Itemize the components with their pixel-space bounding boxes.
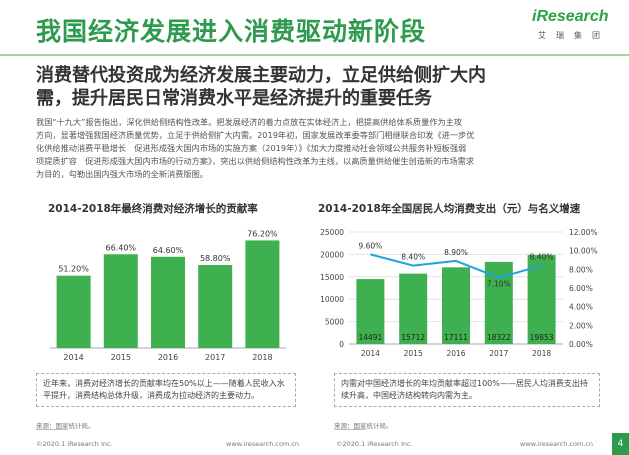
paragraph-line: 化供给推动消费平稳增长 促进形成强大国内市场的实施方案（2019年）》《加大力度… — [36, 143, 467, 153]
x-tick-label: 2017 — [489, 349, 508, 358]
bar-value-label: 19853 — [530, 333, 554, 342]
logo-text: iResearch — [532, 8, 609, 25]
page-number: 4 — [612, 433, 629, 455]
bar — [198, 264, 233, 348]
y-left-tick-label: 15000 — [320, 273, 344, 282]
chart-title-consumption-contribution: 2014-2018年最终消费对经济增长的贡献率 — [48, 203, 258, 215]
paragraph-line: 项提质扩容 促进形成强大国内市场的行动方案》，突出以供给侧结构性改革为主线，以高… — [36, 156, 475, 166]
paragraph-line: 我国“十九大”报告指出，深化供给侧结构性改革。把发展经济的着力点放在实体经济上，… — [36, 117, 463, 127]
x-tick-label: 2018 — [252, 353, 272, 362]
intro-paragraph: 我国“十九大”报告指出，深化供给侧结构性改革。把发展经济的着力点放在实体经济上，… — [36, 116, 602, 181]
chart-title-per-capita-spending: 2014-2018年全国居民人均消费支出（元）与名义增速 — [318, 203, 581, 215]
bar — [56, 275, 91, 348]
source-left: 来源：国家统计局。 — [36, 422, 95, 430]
x-tick-label: 2014 — [361, 349, 380, 358]
footer-copyright: ©2020.1 iResearch Inc. — [336, 440, 413, 448]
consumption-contribution-chart: 51.20% 2014 66.40% 2015 64.60% 2016 58.80% 2017… — [50, 229, 286, 362]
y-left-tick-label: 20000 — [320, 250, 344, 259]
bar-value-label: 15712 — [401, 333, 425, 342]
x-tick-label: 2014 — [63, 353, 83, 362]
source-divider — [36, 429, 68, 430]
iresearch-logo: iResearch 艾瑞集团 — [532, 8, 614, 56]
source-right: 来源：国家统计局。 — [334, 422, 393, 430]
data-label: 58.80% — [200, 254, 231, 263]
source-divider — [334, 429, 366, 430]
footer-url[interactable]: www.iresearch.com.cn — [520, 440, 594, 448]
bar — [151, 256, 185, 348]
bar-value-label: 17111 — [444, 333, 468, 342]
bar — [399, 273, 428, 344]
x-tick-label: 2016 — [446, 349, 465, 358]
footer-url[interactable]: www.iresearch.com.cn — [226, 440, 300, 448]
per-capita-spending-chart: 0 5000 10000 15000 20000 25000 0.00% 2.00% 4.00%… — [320, 228, 598, 358]
paragraph-line: 为目的，勾勒出国内强大市场的全新消费版图。 — [36, 169, 208, 179]
x-tick-label: 2016 — [158, 353, 178, 362]
x-tick-label: 2015 — [111, 353, 131, 362]
y-right-tick-label: 0.00% — [569, 340, 593, 349]
bar — [356, 279, 385, 344]
paragraph-line: 方向，显著增强我国经济质量优势，立足于供给侧扩大内需。2019年初，国家发展改革… — [36, 130, 475, 140]
logo-subtext: 艾瑞集团 — [538, 31, 610, 40]
bar — [527, 255, 556, 344]
note-left: 近年来，消费对经济增长的贡献率均在50%以上——随着人民收入水平提升，消费结构总… — [36, 373, 296, 407]
y-right-tick-label: 8.00% — [569, 265, 593, 274]
subtitle-line-2: 需，提升居民日常消费水平是经济提升的重要任务 — [36, 88, 432, 109]
title-divider — [0, 54, 629, 56]
data-label: 64.60% — [153, 246, 184, 255]
growth-rate-line — [370, 253, 542, 279]
y-right-tick-label: 6.00% — [569, 284, 593, 293]
x-tick-label: 2017 — [205, 353, 225, 362]
data-label: 66.40% — [106, 243, 137, 252]
page-title: 我国经济发展进入消费驱动新阶段 — [36, 17, 427, 46]
footer-copyright: ©2020.1 iResearch Inc. — [36, 440, 113, 448]
y-right-tick-label: 12.00% — [569, 228, 598, 237]
subtitle: 消费替代投资成为经济发展主要动力，立足供给侧扩大内 需，提升居民日常消费水平是经… — [36, 64, 596, 110]
line-value-label: 9.60% — [358, 241, 382, 250]
note-right: 内需对中国经济增长的年均贡献率超过100%——居民人均消费支出持续升高，中国经济… — [334, 373, 600, 407]
line-value-label: 8.40% — [401, 253, 425, 262]
y-right-tick-label: 4.00% — [569, 303, 593, 312]
bar — [245, 240, 280, 348]
y-left-tick-label: 25000 — [320, 228, 344, 237]
bar — [103, 254, 138, 348]
data-label: 76.20% — [247, 229, 278, 238]
y-left-tick-label: 0 — [339, 340, 344, 349]
x-tick-label: 2018 — [532, 349, 551, 358]
y-left-tick-label: 10000 — [320, 295, 344, 304]
subtitle-line-1: 消费替代投资成为经济发展主要动力，立足供给侧扩大内 — [36, 65, 486, 86]
y-right-tick-label: 10.00% — [569, 247, 598, 256]
bar-value-label: 18322 — [487, 333, 511, 342]
line-value-label: 7.10% — [487, 280, 511, 289]
x-tick-label: 2015 — [404, 349, 423, 358]
line-value-label: 8.40% — [530, 253, 554, 262]
data-label: 51.20% — [58, 265, 89, 274]
bar — [442, 267, 470, 344]
y-left-tick-label: 5000 — [325, 318, 344, 327]
bar-value-label: 14491 — [358, 333, 382, 342]
y-right-tick-label: 2.00% — [569, 321, 593, 330]
line-value-label: 8.90% — [444, 248, 468, 257]
